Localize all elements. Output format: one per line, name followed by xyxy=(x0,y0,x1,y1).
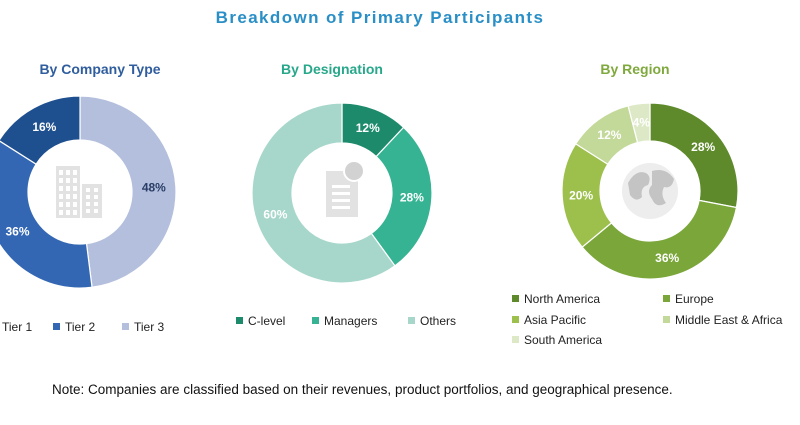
slice-others xyxy=(251,102,396,284)
data-label-tier-1: 48% xyxy=(142,180,166,194)
slice-tier-2 xyxy=(0,140,93,289)
slice-europe xyxy=(581,199,738,280)
data-label-south-america: 4% xyxy=(633,116,651,130)
legend-label: Managers xyxy=(324,314,378,328)
legend-swatch xyxy=(512,295,519,302)
legend-swatch xyxy=(663,295,670,302)
footnote: Note: Companies are classified based on … xyxy=(52,382,673,397)
data-label-north-america: 28% xyxy=(691,140,715,154)
data-label-managers: 28% xyxy=(400,190,424,204)
legend-swatch xyxy=(236,317,243,324)
legend-label: Middle East & Africa xyxy=(675,313,783,327)
legend-label: South America xyxy=(524,333,603,347)
legend-swatch xyxy=(53,323,60,330)
legend-label: Tier 3 xyxy=(134,320,165,334)
legend-swatch xyxy=(122,323,129,330)
slice-north-america xyxy=(649,102,739,209)
slice-tier-1 xyxy=(79,95,177,288)
data-label-c-level: 12% xyxy=(356,121,380,135)
legend-label: Tier 2 xyxy=(65,320,96,334)
globe-icon xyxy=(622,163,678,219)
company-type-donut: 48% 36% 16% xyxy=(0,95,177,289)
legend-swatch xyxy=(512,316,519,323)
legend-item-tier-3: Tier 3 xyxy=(122,320,164,334)
legend-swatch xyxy=(663,316,670,323)
legend-item-asia-pacific: Asia Pacific xyxy=(512,313,586,327)
data-label-asia-pacific: 20% xyxy=(569,188,593,202)
legend-item-middle-east-africa: Middle East & Africa xyxy=(663,313,782,327)
legend-label: Asia Pacific xyxy=(524,313,587,327)
legend-label: Tier 1 xyxy=(2,320,33,334)
data-label-europe: 36% xyxy=(655,251,679,265)
legend-item-others: Others xyxy=(408,314,456,328)
legend-label: Europe xyxy=(675,292,714,306)
legend-swatch xyxy=(408,317,415,324)
data-label-tier-3: 16% xyxy=(32,120,56,134)
legend-label: C-level xyxy=(248,314,286,328)
legend-item-south-america: South America xyxy=(512,333,602,347)
region-donut: 28% 36% 20% 12% 4% xyxy=(561,102,739,280)
legend-label: Others xyxy=(420,314,457,328)
document-user-icon xyxy=(326,160,365,217)
legend-item-c-level: C-level xyxy=(236,314,285,328)
data-label-others: 60% xyxy=(263,208,287,222)
legend-swatch xyxy=(512,336,519,343)
slice-south-america xyxy=(627,102,651,144)
legend-item-europe: Europe xyxy=(663,292,714,306)
designation-donut: 12% 28% 60% xyxy=(251,102,433,284)
legend-item-managers: Managers xyxy=(312,314,377,328)
data-label-middle-east-africa: 12% xyxy=(597,128,621,142)
slice-managers xyxy=(370,126,433,267)
legend-item-tier-2: Tier 2 xyxy=(53,320,95,334)
designation-title: By Designation xyxy=(281,61,383,77)
slice-tier-3 xyxy=(0,95,81,165)
region-title: By Region xyxy=(600,61,670,77)
legend-label: North America xyxy=(524,292,601,306)
chart-title: Breakdown of Primary Participants xyxy=(215,8,545,27)
company-type-title: By Company Type xyxy=(39,61,161,77)
legend-swatch xyxy=(312,317,319,324)
legend-item-north-america: North America xyxy=(512,292,600,306)
data-label-tier-2: 36% xyxy=(6,225,30,239)
buildings-icon xyxy=(56,166,102,218)
legend-item-tier-1: Tier 1 xyxy=(0,320,32,334)
